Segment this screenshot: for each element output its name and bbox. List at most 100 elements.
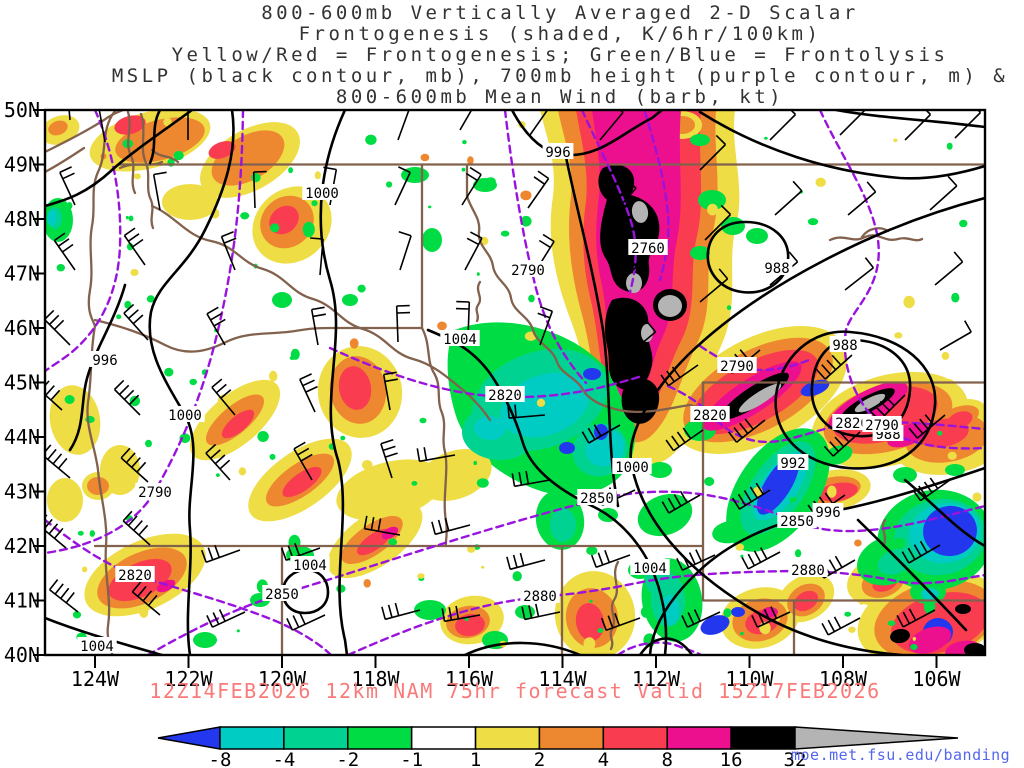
colorbar: -8 -4 -2 -1 1 2 4 8 16 32	[157, 726, 959, 768]
wind-barb	[774, 180, 803, 216]
shade-blob	[631, 201, 649, 223]
lat-label: 46N	[4, 316, 40, 340]
speckle	[363, 579, 371, 588]
speckle	[56, 264, 65, 272]
mslp-contour-line	[426, 328, 668, 655]
speckle	[270, 223, 280, 233]
colorbar-segment	[283, 726, 349, 750]
contour-label-box	[262, 585, 302, 601]
shade-blob	[455, 613, 485, 637]
wind-barbs	[45, 110, 982, 636]
shade-blob	[658, 295, 682, 317]
speckle	[66, 202, 73, 210]
colorbar-label: 16	[720, 749, 743, 768]
shade-blob	[690, 134, 710, 146]
wind-barb	[699, 134, 727, 171]
wind-barb	[53, 232, 76, 271]
speckle	[89, 530, 96, 537]
height-contour-line	[643, 110, 670, 282]
speckle	[417, 573, 425, 579]
speckle	[854, 539, 862, 547]
lat-label: 50N	[4, 98, 40, 122]
shade-blob	[731, 607, 745, 617]
speckle	[336, 584, 346, 593]
colorbar-label: 8	[661, 749, 672, 768]
speckle	[236, 629, 240, 633]
colorbar-segment	[219, 726, 285, 750]
contour-label-box	[542, 143, 574, 159]
mslp-contour-line	[148, 110, 162, 165]
contour-label: 2820	[693, 408, 727, 424]
contour-label: 996	[815, 505, 840, 521]
mslp-contour-line	[45, 110, 194, 208]
wind-barb	[123, 303, 149, 341]
mslp-contour-line	[648, 466, 985, 655]
wind-barb	[397, 110, 410, 141]
chart-title: 800-600mb Vertically Averaged 2-D Scalar…	[96, 3, 1024, 108]
lon-label: 108W	[819, 667, 868, 691]
wind-barb	[98, 110, 106, 143]
wind-barb	[581, 424, 621, 444]
speckle	[597, 628, 604, 633]
wind-barb	[600, 613, 641, 632]
contour-label-box	[77, 637, 117, 653]
contour-label: 996	[545, 145, 570, 161]
state-border-line	[86, 110, 117, 655]
speckle	[959, 219, 968, 228]
speckle	[125, 215, 129, 220]
wind-barb	[521, 603, 561, 621]
valid-time-text: 12Z14FEB2026 12km NAM 75hr forecast Vali…	[149, 679, 881, 703]
contour-label: 988	[832, 338, 857, 354]
mslp-contour-line	[774, 330, 937, 470]
wind-barb	[699, 268, 729, 303]
speckle	[923, 599, 936, 614]
wind-barb	[507, 404, 546, 419]
wind-barb	[741, 547, 781, 570]
wind-barb	[704, 204, 732, 241]
speckle	[194, 187, 204, 196]
state-border-line	[45, 146, 86, 174]
colorbar-label: 4	[598, 749, 609, 768]
wind-barb	[676, 549, 716, 571]
axis-ticks-and-labels: 50N 49N 48N 47N 46N 45N 44N 43N 42N 41N 40N 124W 122…	[4, 98, 962, 691]
speckle	[409, 169, 413, 173]
speckle	[566, 539, 570, 544]
wind-barb	[280, 543, 321, 562]
mslp-contours	[45, 110, 985, 655]
wind-barb	[896, 608, 936, 628]
lon-label: 118W	[351, 667, 400, 691]
shade-blob	[414, 600, 446, 620]
contour-label-box	[302, 184, 342, 200]
speckle	[314, 171, 321, 180]
contour-label-box	[485, 386, 525, 402]
shade-blob	[583, 368, 601, 380]
lat-label: 40N	[4, 643, 40, 667]
shade-blob	[47, 478, 83, 522]
lon-label: 124W	[71, 667, 120, 691]
wind-barb	[45, 309, 71, 346]
speckle	[437, 321, 447, 331]
colorbar-segment	[474, 726, 541, 750]
mslp-contour-line	[810, 338, 912, 438]
speckle	[289, 355, 295, 360]
contour-label-box	[165, 406, 205, 422]
wind-barb	[381, 602, 421, 621]
contour-label-box	[761, 259, 793, 275]
wind-barb	[511, 470, 551, 488]
speckle	[164, 367, 174, 377]
contour-label-box	[777, 454, 809, 470]
wind-barb	[537, 305, 554, 346]
contour-label-box	[520, 587, 560, 603]
speckle	[269, 370, 278, 382]
shade-blob	[47, 210, 57, 226]
wind-barb	[382, 371, 398, 411]
shade-blob	[272, 292, 292, 308]
speckle	[288, 534, 301, 551]
shade-blob	[756, 455, 800, 515]
shade-blob	[626, 273, 642, 293]
speckle	[365, 134, 377, 145]
speckle	[947, 451, 957, 460]
lat-label: 47N	[4, 262, 40, 286]
contour-labels: 9961000988988996100010049889921000996100…	[77, 143, 904, 655]
